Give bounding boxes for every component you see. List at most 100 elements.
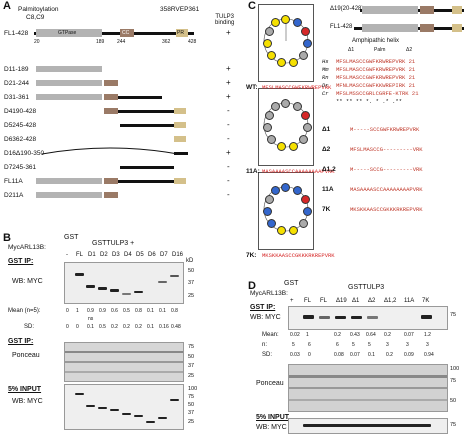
d-wb-myc2-label: WB: MYC: [256, 424, 287, 431]
d-mean-label: Mean:: [262, 332, 279, 338]
species-seq: MFSLMASCCGWFKRWREPVRK 21: [336, 66, 416, 73]
b-mean: 0.9: [99, 308, 106, 314]
c-11a-seq: MASAAAASCCAAAAAAAAPVRK: [262, 168, 335, 175]
tick-428: 428: [188, 39, 197, 45]
species-seq: MFSLMASCCGWFKRWREPVRK 21: [336, 74, 416, 81]
d-blot-3: [288, 418, 448, 434]
d-lane: FL: [304, 298, 312, 304]
conservation-line: ** ** ** *. * .* .**: [336, 98, 403, 105]
d-lane: Δ2: [368, 298, 376, 304]
d-kd-75-input: 75: [450, 422, 457, 428]
c-palm-header: Palm: [374, 47, 386, 53]
blot-band: [75, 273, 84, 276]
helical-wheel-11a: [258, 88, 314, 166]
d2-cc: [104, 80, 118, 86]
b-blot-1: [64, 262, 184, 304]
wheel-dot: [267, 51, 276, 60]
species-name: Dr: [322, 82, 329, 89]
b-mean: 0.6: [111, 308, 118, 314]
construct-fl11a: FL11A: [4, 178, 23, 185]
species-name: Rn: [322, 74, 329, 81]
b-gst-tulp3-label: GSTTULP3 +: [92, 240, 135, 247]
b-sd: 0.16: [159, 324, 169, 330]
construct-d6: D6362-428: [4, 136, 37, 143]
b-sd: 0: [76, 324, 79, 330]
d-gst-label: GST: [284, 280, 299, 287]
cc-domain: [120, 29, 134, 37]
c-7k-label: 7K:: [246, 252, 257, 259]
b-mean-label: Mean (n=5):: [8, 308, 41, 314]
d-n-row: 5 6 6 5 5 3 3 3: [290, 342, 450, 350]
d-n: 5: [352, 342, 355, 348]
b-ns-label: ns: [88, 316, 94, 322]
b-kd3-37: 37: [188, 410, 195, 416]
d-lane: Δ19: [336, 298, 347, 304]
tick-244: 244: [117, 39, 126, 45]
b-mean: 0.1: [147, 308, 154, 314]
d-sd: 0: [308, 352, 311, 358]
d2-gtpase: [36, 80, 102, 86]
d-lane: +: [290, 298, 294, 304]
cc-label: CC: [122, 30, 130, 36]
wheel-dot: [265, 195, 274, 204]
panel-a-label: A: [3, 0, 11, 12]
wheel-dot: [289, 58, 298, 67]
b-ponceau-ip-label: GST IP:: [8, 338, 34, 345]
blot-band: [122, 293, 131, 295]
b-lane: D3: [112, 252, 120, 258]
mutant-seq: MFSLMASCCG---------VRK: [350, 146, 423, 153]
ponceau-band: [65, 351, 183, 353]
d-gst-tulp3-label: GSTTULP3: [348, 284, 385, 291]
d-mean: 0.2: [334, 332, 341, 338]
c-mutants: Δ1 M-----SCCGWFKRWREPVRK Δ2 MFSLMASCCG--…: [322, 124, 472, 224]
blot-band: [421, 315, 432, 319]
fl-schematic: FL1-428 GTPase CC PR + 20 189 244 362 42…: [0, 26, 240, 206]
species-seq: MFSLMSSCCGRLCGRFE-KTRK 21: [336, 90, 419, 97]
c-d19-pr: [452, 6, 462, 14]
wheel-dot: [277, 58, 286, 67]
b-sd: 0.5: [99, 324, 106, 330]
d5-pr: [174, 122, 186, 128]
b-sd: 0.2: [135, 324, 142, 330]
wheel-dot: [303, 39, 312, 48]
gtpase-label: GTPase: [58, 30, 77, 36]
blot-band: [110, 289, 119, 292]
d4-pr: [174, 108, 186, 114]
construct-d1: D11-189: [4, 66, 29, 73]
c-d19-cc: [420, 6, 434, 14]
d-ponceau-label: Ponceau: [256, 380, 284, 387]
blot-band: [86, 405, 95, 407]
d-n: 5: [368, 342, 371, 348]
wheel-dot: [281, 15, 290, 24]
d4-binding: -: [227, 106, 230, 115]
fl-backbone: [34, 32, 194, 35]
wheel-dot: [263, 39, 272, 48]
b-kd3-25: 25: [188, 419, 195, 425]
d-mean: 1: [306, 332, 309, 338]
b-arl13b-label: MycARL13B:: [8, 244, 46, 251]
panel-c-label: C: [248, 0, 256, 12]
rvep-label: 358RVEP361: [160, 6, 200, 13]
b-mean: 0.8: [135, 308, 142, 314]
b-lane-row: - FL D1 D2 D3 D4 D5 D6 D7 D16: [66, 252, 186, 260]
d-mean: 0.43: [350, 332, 360, 338]
d-lane-row: + FL FL Δ19 Δ1 Δ2 Δ1,2 11A 7K: [290, 298, 450, 306]
c-d19-gtpase: [362, 6, 418, 14]
d211a-binding: -: [227, 190, 230, 199]
species-name: Hs: [322, 58, 329, 65]
ponceau-band: [289, 387, 447, 389]
b-lane: FL: [76, 252, 84, 258]
b-gst-label: GST: [64, 234, 79, 241]
binding-plus: +: [226, 28, 231, 37]
d-lane: Δ1: [352, 298, 360, 304]
b-lane: D5: [136, 252, 144, 258]
b-gst-ip-label: GST IP:: [8, 258, 34, 265]
gtpase-domain: [36, 29, 102, 37]
d-blot-2: [288, 364, 448, 412]
d-kd-100: 100: [450, 366, 460, 372]
wheel-dot: [293, 18, 302, 27]
d7-binding: -: [227, 162, 230, 171]
fl11a-linker: [118, 180, 174, 183]
construct-d7: D7245-361: [4, 164, 37, 171]
construct-list: D11-189 + D21-244 + D31-361 + D4190-428 …: [0, 50, 240, 230]
